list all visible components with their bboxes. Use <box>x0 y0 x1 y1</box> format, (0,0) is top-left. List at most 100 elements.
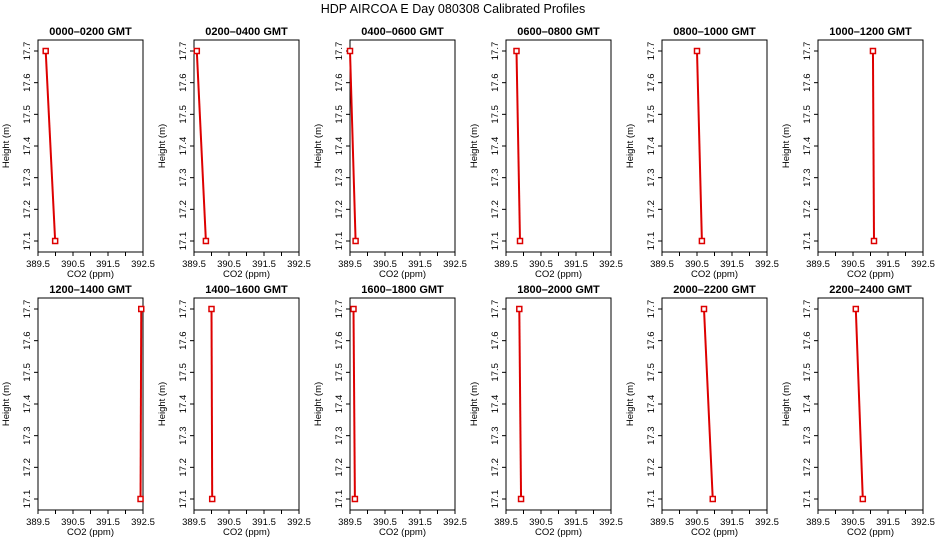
y-axis-label: Height (m) <box>157 124 168 168</box>
x-axis-label: CO2 (ppm) <box>223 527 270 538</box>
y-tick-label: 17.6 <box>802 331 813 350</box>
profile-line <box>139 308 143 500</box>
x-tick-label: 391.5 <box>96 517 120 528</box>
data-point-marker <box>852 305 860 313</box>
x-tick-label: 391.5 <box>408 259 432 270</box>
x-tick-label: 389.5 <box>26 259 50 270</box>
panel-title: 2000–2200 GMT <box>673 284 756 296</box>
y-tick-label: 17.5 <box>802 105 813 124</box>
data-point-marker <box>51 237 59 245</box>
y-tick-label: 17.6 <box>178 73 189 92</box>
y-tick-label: 17.2 <box>802 200 813 219</box>
y-tick-label: 17.5 <box>178 105 189 124</box>
panel-title: 1400–1600 GMT <box>205 284 288 296</box>
y-tick-label: 17.7 <box>334 42 345 61</box>
y-tick-label: 17.2 <box>334 458 345 477</box>
y-tick-label: 17.7 <box>646 42 657 61</box>
y-axis-label: Height (m) <box>781 382 792 426</box>
x-tick-label: 392.5 <box>755 517 779 528</box>
y-tick-label: 17.1 <box>22 232 33 251</box>
panel-7: 1200–1400 GMT 389.5 390.5 391.5 392.5 17.1 17.… <box>1 284 155 538</box>
x-tick-label: 389.5 <box>338 517 362 528</box>
data-point-marker <box>208 495 216 503</box>
plot-frame <box>817 39 924 253</box>
y-tick-label: 17.6 <box>22 331 33 350</box>
panel-title: 0600–0800 GMT <box>517 26 600 38</box>
plot-frame <box>37 297 144 511</box>
x-tick-label: 390.5 <box>685 259 709 270</box>
x-tick-label: 392.5 <box>911 259 935 270</box>
x-axis-label: CO2 (ppm) <box>379 527 426 538</box>
y-tick-label: 17.2 <box>22 200 33 219</box>
data-point-marker <box>202 237 210 245</box>
y-tick-label: 17.4 <box>802 137 813 156</box>
y-tick-label: 17.6 <box>334 331 345 350</box>
x-tick-label: 390.5 <box>373 517 397 528</box>
y-tick-label: 17.7 <box>22 42 33 61</box>
y-tick-label: 17.7 <box>802 300 813 319</box>
y-tick-label: 17.7 <box>490 300 501 319</box>
panel-3: 0400–0600 GMT 389.5 390.5 391.5 392.5 17.1 17.… <box>313 26 467 280</box>
y-tick-label: 17.6 <box>334 73 345 92</box>
panel-1: 0000–0200 GMT 389.5 390.5 391.5 392.5 17.1 17.… <box>1 26 155 280</box>
y-axis-label: Height (m) <box>469 124 480 168</box>
panel-9: 1600–1800 GMT 389.5 390.5 391.5 392.5 17.1 17.… <box>313 284 467 538</box>
y-tick-label: 17.6 <box>802 73 813 92</box>
x-tick-label: 391.5 <box>96 259 120 270</box>
x-tick-label: 390.5 <box>61 517 85 528</box>
panel-title: 0000–0200 GMT <box>49 26 132 38</box>
y-tick-label: 17.1 <box>178 232 189 251</box>
x-tick-label: 391.5 <box>564 259 588 270</box>
y-tick-label: 17.5 <box>802 363 813 382</box>
figure-title: HDP AIRCOA E Day 080308 Calibrated Profi… <box>321 2 585 16</box>
panel-title: 2200–2400 GMT <box>829 284 912 296</box>
plot-frame <box>661 39 768 253</box>
x-tick-label: 390.5 <box>685 517 709 528</box>
y-tick-label: 17.3 <box>490 168 501 187</box>
plot-frame <box>349 297 456 511</box>
data-point-marker <box>346 47 354 55</box>
x-tick-label: 389.5 <box>26 517 50 528</box>
x-tick-label: 392.5 <box>599 259 623 270</box>
y-tick-label: 17.4 <box>334 395 345 414</box>
profile-line <box>871 50 875 242</box>
profile-line <box>854 308 864 500</box>
y-tick-label: 17.3 <box>334 426 345 445</box>
x-tick-label: 391.5 <box>408 517 432 528</box>
x-tick-label: 389.5 <box>182 517 206 528</box>
x-tick-label: 389.5 <box>182 259 206 270</box>
y-tick-label: 17.4 <box>22 395 33 414</box>
y-tick-label: 17.7 <box>802 42 813 61</box>
y-tick-label: 17.5 <box>490 363 501 382</box>
y-tick-label: 17.5 <box>490 105 501 124</box>
y-tick-label: 17.6 <box>646 331 657 350</box>
y-axis-label: Height (m) <box>1 382 12 426</box>
data-point-marker <box>351 495 359 503</box>
y-tick-label: 17.2 <box>490 458 501 477</box>
y-tick-label: 17.6 <box>646 73 657 92</box>
x-tick-label: 392.5 <box>443 259 467 270</box>
x-tick-label: 390.5 <box>373 259 397 270</box>
plot-frame <box>193 297 300 511</box>
x-tick-label: 392.5 <box>599 517 623 528</box>
data-point-marker <box>516 305 523 313</box>
data-point-marker <box>698 237 706 245</box>
panel-title: 1800–2000 GMT <box>517 284 600 296</box>
y-tick-label: 17.2 <box>334 200 345 219</box>
profile-line <box>518 308 523 500</box>
y-axis-label: Height (m) <box>313 124 324 168</box>
profile-line <box>515 50 521 242</box>
y-tick-label: 17.7 <box>178 42 189 61</box>
y-tick-label: 17.5 <box>646 105 657 124</box>
x-axis-label: CO2 (ppm) <box>67 527 114 538</box>
x-axis-label: CO2 (ppm) <box>535 527 582 538</box>
y-tick-label: 17.4 <box>334 137 345 156</box>
y-tick-label: 17.5 <box>334 363 345 382</box>
profile-line <box>352 308 356 500</box>
x-tick-label: 391.5 <box>252 517 276 528</box>
x-tick-label: 389.5 <box>806 259 830 270</box>
x-tick-label: 391.5 <box>876 517 900 528</box>
x-tick-label: 390.5 <box>529 259 553 270</box>
y-tick-label: 17.6 <box>490 73 501 92</box>
